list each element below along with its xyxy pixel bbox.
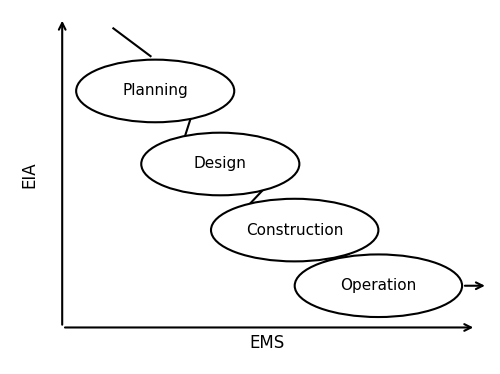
Ellipse shape bbox=[294, 254, 462, 317]
Ellipse shape bbox=[76, 60, 234, 122]
Ellipse shape bbox=[211, 199, 378, 261]
Text: Operation: Operation bbox=[340, 278, 416, 293]
Text: Construction: Construction bbox=[246, 223, 344, 237]
Text: EIA: EIA bbox=[20, 161, 38, 188]
Text: Planning: Planning bbox=[122, 83, 188, 98]
Text: EMS: EMS bbox=[249, 334, 284, 352]
Ellipse shape bbox=[141, 133, 300, 195]
Text: Design: Design bbox=[194, 156, 246, 172]
